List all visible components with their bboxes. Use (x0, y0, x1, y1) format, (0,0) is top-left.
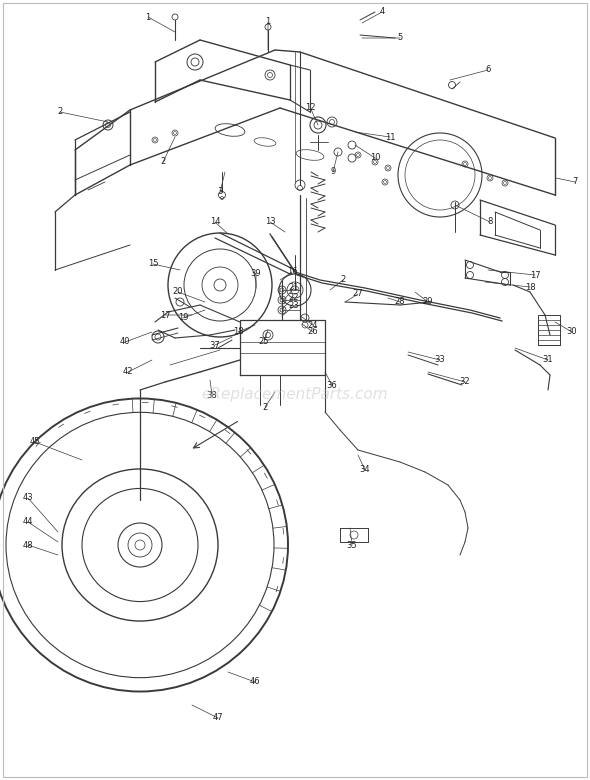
Text: 32: 32 (460, 378, 470, 387)
Text: 26: 26 (308, 328, 319, 336)
Text: 16: 16 (287, 268, 297, 276)
Text: 33: 33 (435, 356, 445, 364)
Text: 2: 2 (340, 275, 346, 285)
Text: 4: 4 (379, 8, 385, 16)
Text: 31: 31 (543, 356, 553, 364)
Text: 2: 2 (57, 108, 63, 116)
Text: 34: 34 (360, 466, 371, 474)
Text: 48: 48 (22, 541, 33, 549)
Text: 13: 13 (265, 218, 276, 226)
Text: 40: 40 (120, 338, 130, 346)
Text: 20: 20 (173, 288, 183, 296)
Text: 43: 43 (22, 494, 33, 502)
Text: 46: 46 (250, 678, 260, 686)
Text: 6: 6 (486, 66, 491, 75)
Text: 7: 7 (572, 178, 578, 186)
Text: 45: 45 (30, 438, 40, 446)
Text: 8: 8 (487, 218, 493, 226)
Text: 44: 44 (23, 517, 33, 526)
Text: 18: 18 (525, 282, 535, 292)
Text: 36: 36 (327, 381, 337, 389)
Text: 22: 22 (289, 292, 299, 302)
Text: 9: 9 (330, 168, 336, 176)
Text: 28: 28 (395, 297, 405, 307)
Text: 17: 17 (160, 310, 171, 320)
Text: 24: 24 (308, 321, 318, 329)
Text: eReplacementParts.com: eReplacementParts.com (202, 388, 388, 402)
Text: 18: 18 (232, 328, 243, 336)
Text: 5: 5 (398, 34, 402, 42)
Text: 19: 19 (178, 314, 188, 322)
Text: 3: 3 (217, 187, 222, 197)
Text: 47: 47 (212, 714, 223, 722)
Text: 12: 12 (305, 102, 315, 112)
Text: 15: 15 (148, 260, 158, 268)
Text: 17: 17 (530, 271, 540, 279)
Text: 14: 14 (210, 218, 220, 226)
Text: 2: 2 (263, 402, 268, 412)
Text: 11: 11 (385, 133, 395, 141)
Text: 38: 38 (206, 391, 217, 399)
Text: 27: 27 (353, 289, 363, 299)
Text: 37: 37 (209, 341, 221, 349)
Text: 23: 23 (289, 302, 299, 310)
Text: 29: 29 (423, 297, 433, 307)
Text: 1: 1 (266, 17, 271, 27)
Text: 39: 39 (251, 268, 261, 278)
Text: 1: 1 (145, 12, 150, 22)
Text: 30: 30 (566, 328, 577, 336)
Text: 35: 35 (347, 541, 358, 549)
Text: 10: 10 (370, 154, 380, 162)
Text: 21: 21 (289, 283, 299, 292)
Text: 25: 25 (259, 338, 269, 346)
Text: 42: 42 (123, 367, 133, 377)
Text: 2: 2 (160, 158, 166, 166)
